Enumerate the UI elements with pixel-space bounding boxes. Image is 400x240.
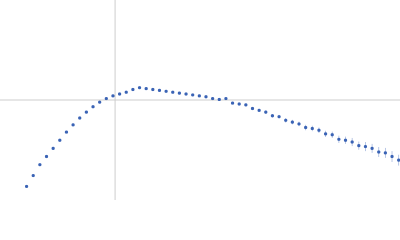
data-point [124, 90, 128, 94]
data-point [191, 93, 195, 97]
page: (() => { const data = JSON.parse(documen… [0, 0, 400, 200]
data-point [224, 96, 228, 101]
data-point [397, 158, 400, 162]
data-point [151, 87, 155, 92]
data-point [310, 126, 314, 131]
data-point [84, 110, 88, 114]
data-point [118, 92, 122, 96]
data-point [343, 138, 348, 142]
data-point [31, 173, 35, 178]
data-point [204, 95, 208, 99]
data-point [230, 101, 235, 105]
data-point [211, 96, 215, 101]
data-point [363, 144, 368, 149]
data-point [171, 90, 175, 94]
data-point [250, 106, 255, 111]
chart [0, 0, 400, 200]
data-point [317, 128, 321, 132]
data-point [51, 146, 55, 150]
data-point [383, 151, 387, 155]
data-point [197, 94, 201, 98]
data-point [71, 123, 75, 127]
data-point [290, 120, 294, 124]
data-point [64, 130, 69, 134]
data-point [78, 116, 82, 120]
data-point [44, 154, 49, 159]
data-point [370, 146, 374, 150]
data-point [284, 118, 288, 122]
data-point [217, 97, 221, 102]
data-point [164, 89, 168, 93]
data-point [144, 86, 148, 91]
data-point [184, 92, 188, 96]
data-point [104, 96, 108, 101]
data-point [330, 133, 334, 137]
data-point [357, 144, 361, 148]
data-point [257, 108, 261, 112]
data-point [337, 137, 341, 141]
data-point [270, 114, 275, 118]
data-point [131, 87, 135, 92]
data-point [304, 125, 308, 130]
data-point [237, 102, 241, 106]
data-point [244, 103, 248, 107]
data-point [137, 86, 142, 90]
data-point [377, 150, 381, 154]
data-point [177, 91, 182, 95]
data-point [98, 100, 102, 104]
data-point [323, 132, 328, 136]
data-point [277, 115, 281, 119]
data-point [38, 163, 42, 167]
data-point [24, 184, 29, 189]
data-point [350, 140, 354, 144]
data-point [111, 94, 115, 98]
data-point [91, 105, 95, 109]
data-point [297, 122, 301, 126]
data-point [390, 154, 394, 159]
data-point [157, 88, 162, 92]
data-point [58, 138, 62, 142]
data-point [264, 110, 268, 114]
